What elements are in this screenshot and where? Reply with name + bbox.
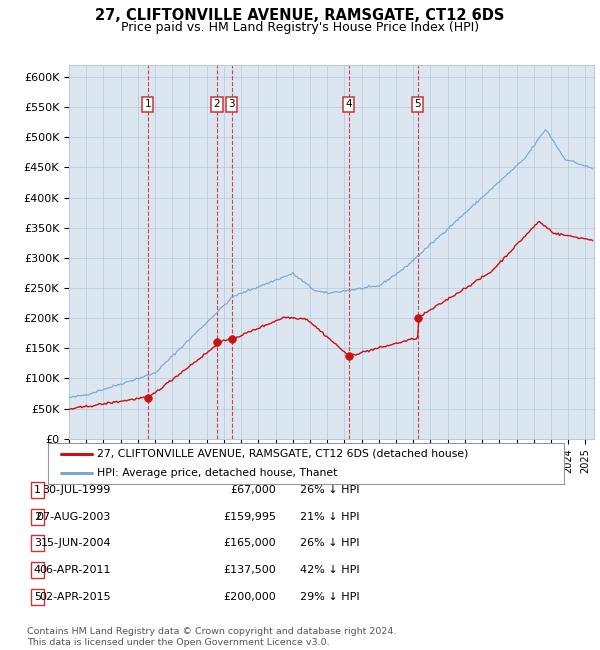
Text: 21% ↓ HPI: 21% ↓ HPI (300, 512, 359, 522)
Text: 4: 4 (34, 565, 41, 575)
Text: £159,995: £159,995 (223, 512, 276, 522)
Text: £137,500: £137,500 (223, 565, 276, 575)
Text: Contains HM Land Registry data © Crown copyright and database right 2024.
This d: Contains HM Land Registry data © Crown c… (27, 627, 397, 647)
Text: 07-AUG-2003: 07-AUG-2003 (37, 512, 111, 522)
Text: 30-JUL-1999: 30-JUL-1999 (43, 485, 111, 495)
Text: 26% ↓ HPI: 26% ↓ HPI (300, 538, 359, 549)
Text: 27, CLIFTONVILLE AVENUE, RAMSGATE, CT12 6DS (detached house): 27, CLIFTONVILLE AVENUE, RAMSGATE, CT12 … (97, 448, 469, 459)
Text: 5: 5 (34, 592, 41, 602)
Text: £200,000: £200,000 (223, 592, 276, 602)
Text: 1: 1 (145, 99, 151, 109)
Text: 4: 4 (346, 99, 352, 109)
Text: £165,000: £165,000 (223, 538, 276, 549)
Text: 02-APR-2015: 02-APR-2015 (40, 592, 111, 602)
Text: 15-JUN-2004: 15-JUN-2004 (40, 538, 111, 549)
Text: 2: 2 (34, 512, 41, 522)
Text: 1: 1 (34, 485, 41, 495)
Text: 2: 2 (214, 99, 220, 109)
Text: 5: 5 (414, 99, 421, 109)
Text: 27, CLIFTONVILLE AVENUE, RAMSGATE, CT12 6DS: 27, CLIFTONVILLE AVENUE, RAMSGATE, CT12 … (95, 8, 505, 23)
Text: 3: 3 (229, 99, 235, 109)
Text: 29% ↓ HPI: 29% ↓ HPI (300, 592, 359, 602)
Text: Price paid vs. HM Land Registry's House Price Index (HPI): Price paid vs. HM Land Registry's House … (121, 21, 479, 34)
Text: £67,000: £67,000 (230, 485, 276, 495)
Text: 26% ↓ HPI: 26% ↓ HPI (300, 485, 359, 495)
Text: 3: 3 (34, 538, 41, 549)
Text: 06-APR-2011: 06-APR-2011 (40, 565, 111, 575)
Text: 42% ↓ HPI: 42% ↓ HPI (300, 565, 359, 575)
Text: HPI: Average price, detached house, Thanet: HPI: Average price, detached house, Than… (97, 469, 337, 478)
